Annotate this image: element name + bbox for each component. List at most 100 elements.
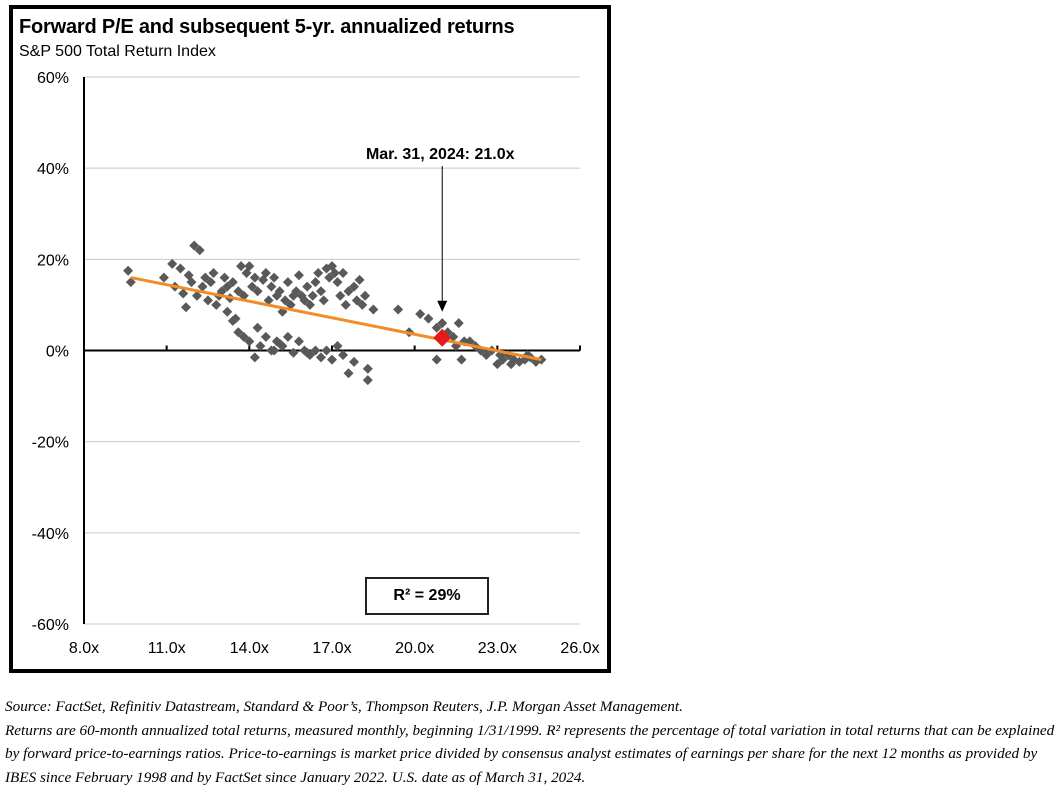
x-tick-label: 11.0x — [148, 640, 186, 657]
data-point — [238, 331, 249, 342]
data-point — [274, 286, 285, 297]
data-point — [211, 299, 222, 310]
data-point — [208, 268, 219, 279]
data-point — [244, 261, 255, 272]
footnote: Source: FactSet, Refinitiv Datastream, S… — [5, 695, 1055, 789]
x-tick-label: 17.0x — [312, 640, 351, 657]
data-point — [227, 315, 238, 326]
data-point — [332, 277, 343, 288]
data-point — [335, 290, 346, 301]
data-point — [222, 306, 233, 317]
data-point — [285, 299, 296, 310]
data-point — [310, 345, 321, 356]
data-point — [125, 277, 136, 288]
data-point — [315, 352, 326, 363]
data-point — [180, 302, 191, 313]
annotation-arrowhead — [437, 300, 448, 312]
x-tick-label: 26.0x — [560, 640, 599, 657]
data-point — [222, 281, 233, 292]
y-tick-label: -40% — [32, 526, 69, 543]
data-point — [293, 270, 304, 281]
y-tick-label: 0% — [46, 344, 69, 361]
data-point — [197, 281, 208, 292]
data-point — [318, 295, 329, 306]
data-point — [329, 268, 340, 279]
data-point — [362, 363, 373, 374]
data-point — [299, 295, 310, 306]
chart-title: Forward P/E and subsequent 5-yr. annuali… — [19, 16, 515, 38]
data-point — [302, 347, 313, 358]
data-point — [291, 286, 302, 297]
data-point — [244, 336, 255, 347]
data-point — [349, 281, 360, 292]
data-point — [191, 290, 202, 301]
y-tick-label: -60% — [32, 617, 69, 634]
data-point — [178, 288, 189, 299]
data-point — [321, 345, 332, 356]
data-point — [506, 359, 517, 370]
x-tick-label: 20.0x — [395, 640, 434, 657]
data-point — [368, 304, 379, 315]
scatter-chart: 60% 40% 20% 0% -20% -40% -60%8.0x 11.0x 14.0x 17.… — [32, 70, 600, 657]
data-point — [233, 286, 244, 297]
chart-frame: Forward P/E and subsequent 5-yr. annuali… — [9, 5, 611, 673]
data-point — [343, 286, 354, 297]
data-point — [252, 286, 263, 297]
data-point — [200, 272, 211, 283]
data-point — [423, 313, 434, 324]
current-point — [433, 328, 452, 347]
data-point — [280, 295, 291, 306]
data-point — [448, 331, 459, 342]
data-point — [189, 240, 200, 251]
data-point — [514, 356, 525, 367]
r-squared-box: R² = 29% — [365, 577, 489, 615]
data-point — [249, 352, 260, 363]
data-point — [274, 338, 285, 349]
data-point — [288, 347, 299, 358]
data-point — [304, 299, 315, 310]
data-point — [263, 295, 274, 306]
data-point — [315, 286, 326, 297]
data-point — [492, 359, 503, 370]
data-point — [269, 272, 280, 283]
data-point — [437, 318, 448, 329]
data-point — [123, 265, 134, 276]
data-point — [205, 277, 216, 288]
data-point — [167, 258, 178, 269]
data-point — [307, 290, 318, 301]
data-point — [249, 272, 260, 283]
data-point — [194, 245, 205, 256]
x-tick-label: 14.0x — [230, 640, 269, 657]
data-point — [338, 268, 349, 279]
data-point — [227, 277, 238, 288]
data-point — [247, 281, 258, 292]
data-point — [260, 331, 271, 342]
data-point — [203, 295, 213, 306]
data-point — [233, 327, 244, 338]
data-point — [343, 368, 354, 379]
r-squared-label: R² = 29% — [393, 587, 461, 604]
data-point — [349, 356, 360, 367]
data-point — [362, 375, 373, 386]
trend-line — [130, 276, 542, 362]
footnote-source: Source: FactSet, Refinitiv Datastream, S… — [5, 698, 683, 715]
data-point — [332, 340, 343, 351]
data-point — [360, 290, 371, 301]
footnote-note: Returns are 60-month annualized total re… — [5, 721, 1055, 786]
data-point — [252, 322, 263, 333]
data-point — [219, 272, 230, 283]
x-tick-label: 8.0x — [69, 640, 99, 657]
data-point — [310, 277, 321, 288]
y-tick-label: 20% — [37, 252, 69, 269]
data-point — [481, 350, 492, 361]
data-point — [357, 299, 368, 310]
data-point — [456, 354, 467, 365]
y-tick-label: -20% — [32, 435, 69, 452]
x-tick-label: 23.0x — [478, 640, 517, 657]
data-point — [313, 268, 324, 279]
data-point — [266, 281, 277, 292]
data-point — [431, 322, 442, 333]
data-point — [453, 318, 464, 329]
data-point — [158, 272, 169, 283]
data-point — [186, 277, 197, 288]
